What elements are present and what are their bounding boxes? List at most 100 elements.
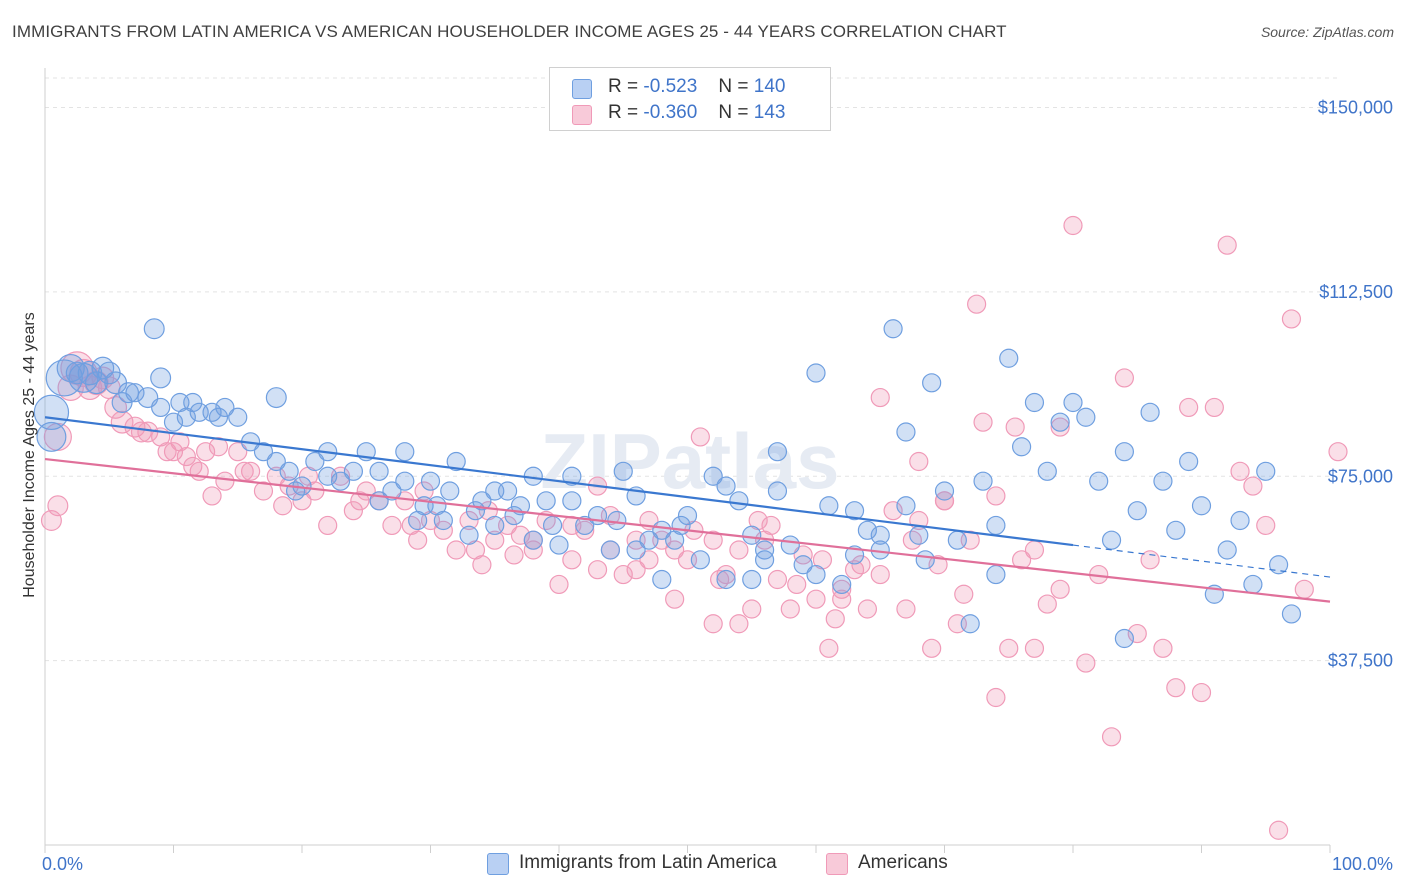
scatter-point [767,481,788,501]
scatter-point [485,530,505,550]
scatter-point [523,530,543,550]
scatter-point [973,471,993,491]
scatter-point [767,569,788,590]
scatter-point [793,555,813,575]
scatter-point [999,638,1019,658]
scatter-point [613,564,633,585]
bottom-legend-label-immigrants: Immigrants from Latin America [519,852,777,873]
scatter-point [45,359,83,397]
scatter-point [690,427,710,447]
y-tick-label: $150,000 [1318,98,1393,118]
y-tick-label: $37,500 [1328,651,1393,671]
scatter-point [761,515,781,536]
scatter-point [208,407,229,427]
chart-title: IMMIGRANTS FROM LATIN AMERICA VS AMERICA… [12,22,1007,41]
scatter-point [729,540,749,560]
scatter-point [922,373,942,393]
scatter-point [793,545,813,565]
scatter-point [1294,579,1314,599]
scatter-point [806,589,826,609]
scatter-point [870,525,890,545]
scatter-point [1153,471,1173,491]
scatter-point [1050,579,1070,599]
scatter-point [954,584,974,604]
scatter-point [1140,402,1160,422]
scatter-point [1011,437,1032,457]
scatter-point [742,599,762,619]
scatter-point [273,496,293,516]
scatter-point [562,491,582,511]
scatter-point [318,466,338,486]
scatter-point [163,412,184,432]
scatter-point [33,394,70,431]
scatter-point [1114,442,1135,462]
scatter-point [343,501,363,521]
scatter-point [183,392,203,413]
scatter-point [1268,555,1289,575]
scatter-point [767,442,788,462]
scatter-point [1191,682,1212,703]
scatter-point [806,564,826,585]
scatter-point [1191,496,1212,516]
y-tick-labels: $150,000 $112,500 $75,000 $37,500 [1318,98,1393,671]
scatter-point [1011,550,1032,570]
series-immigrants-points [33,318,1302,649]
scatter-point [1101,530,1122,550]
scatter-point [960,614,980,634]
scatter-point [1328,442,1348,462]
scatter-point [401,515,421,536]
scatter-point [395,471,415,491]
scatter-point [1050,417,1070,437]
legend-swatch-pink [572,105,592,125]
scatter-point [1076,653,1096,673]
scatter-point [150,367,172,389]
scatter-point [575,515,595,536]
scatter-point [1127,623,1147,644]
scatter-point [330,471,351,491]
scatter-point [196,442,216,462]
scatter-point [986,564,1006,585]
scatter-point [973,412,993,432]
scatter-point [754,550,775,570]
scatter-point [369,461,389,481]
scatter-point [1076,407,1096,427]
scatter-point [318,515,338,536]
scatter-point [485,481,505,501]
scatter-point [202,486,222,506]
scatter-point [241,461,261,481]
scatter-point [562,550,582,570]
scatter-point [652,569,672,590]
scatter-point [780,535,800,555]
scatter-point [1268,820,1289,840]
scatter-point [600,540,621,560]
scatter-point [1243,476,1263,496]
scatter-point [652,520,672,540]
scatter-point [1179,397,1199,418]
trend-line-immigrants-extension [1072,544,1331,578]
y-tick-label: $112,500 [1319,282,1393,302]
legend-n-label: N = [718,76,749,97]
scatter-point [350,491,370,511]
scatter-point [427,496,447,516]
scatter-point [1256,461,1276,481]
scatter-point [1256,515,1276,536]
scatter-point [440,481,460,501]
scatter-point [626,540,646,560]
scatter-point [922,638,942,658]
scatter-point [459,525,479,545]
scatter-point [819,638,839,658]
bottom-legend-label-americans: Americans [858,852,948,873]
scatter-point [703,466,723,486]
scatter-point [870,564,890,585]
bottom-legend-swatch-pink [826,853,848,875]
scatter-point [1024,540,1045,560]
x-tick-labels: 0.0% 100.0% [42,854,1393,874]
scatter-point [844,501,865,521]
scatter-point [253,481,274,501]
scatter-point [465,501,486,521]
y-tick-label: $75,000 [1328,466,1393,486]
scatter-point [549,535,569,555]
scatter-point [754,540,775,560]
scatter-point [844,560,865,580]
scatter-point [130,421,152,443]
